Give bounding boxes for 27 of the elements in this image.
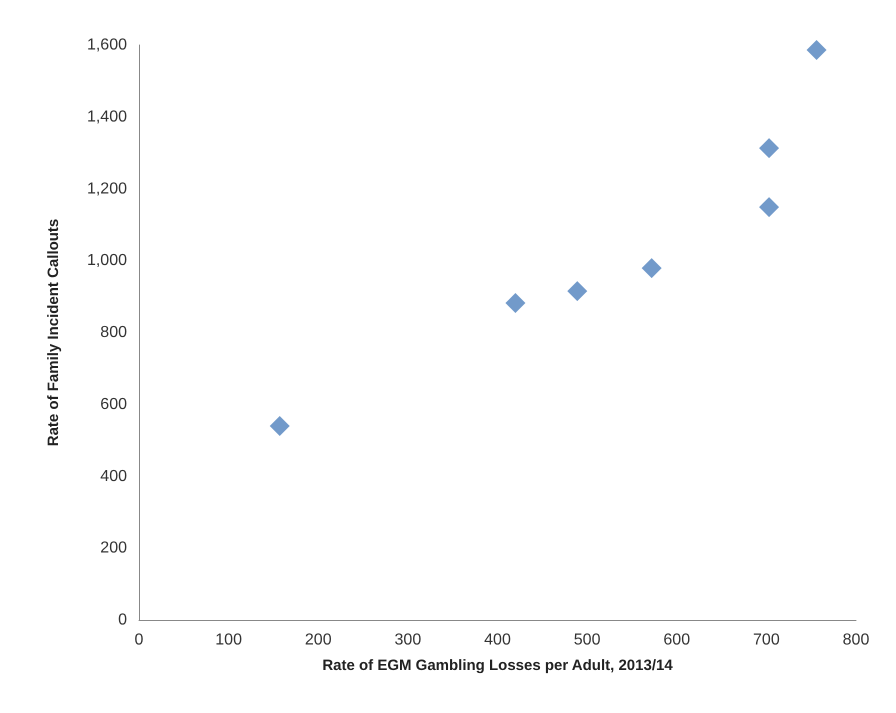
y-tick-label: 0	[118, 612, 128, 628]
y-tick-label: 200	[100, 540, 128, 557]
x-tick-label: 300	[394, 632, 422, 648]
y-tick-label: 1,200	[86, 180, 128, 198]
point	[505, 293, 526, 314]
x-tick-label: 200	[304, 632, 332, 648]
x-tick-label: 800	[842, 632, 870, 648]
y-tick-label: 800	[100, 324, 128, 341]
point	[759, 197, 780, 218]
y-tick-label: 1,400	[86, 108, 128, 126]
x-tick-label: 400	[484, 632, 511, 648]
point	[642, 258, 662, 278]
y-tick-label: 1,600	[86, 36, 128, 54]
x-tick-label: 700	[753, 632, 780, 648]
point	[270, 416, 290, 436]
x-tick-label: 500	[574, 632, 601, 648]
y-tick-label: 1,000	[86, 252, 128, 270]
point	[567, 281, 588, 302]
y-axis-title: Rate of Family Incident Callouts	[45, 218, 62, 446]
x-tick-label: 600	[663, 632, 690, 648]
point	[759, 138, 780, 158]
y-tick-label: 400	[100, 468, 128, 485]
y-tick-label: 600	[100, 396, 128, 413]
x-tick-label: 0	[134, 632, 144, 648]
x-tick-label: 100	[215, 632, 242, 648]
x-axis-title: Rate of EGM Gambling Losses per Adult, 2013/14	[322, 657, 674, 674]
point	[806, 40, 827, 60]
